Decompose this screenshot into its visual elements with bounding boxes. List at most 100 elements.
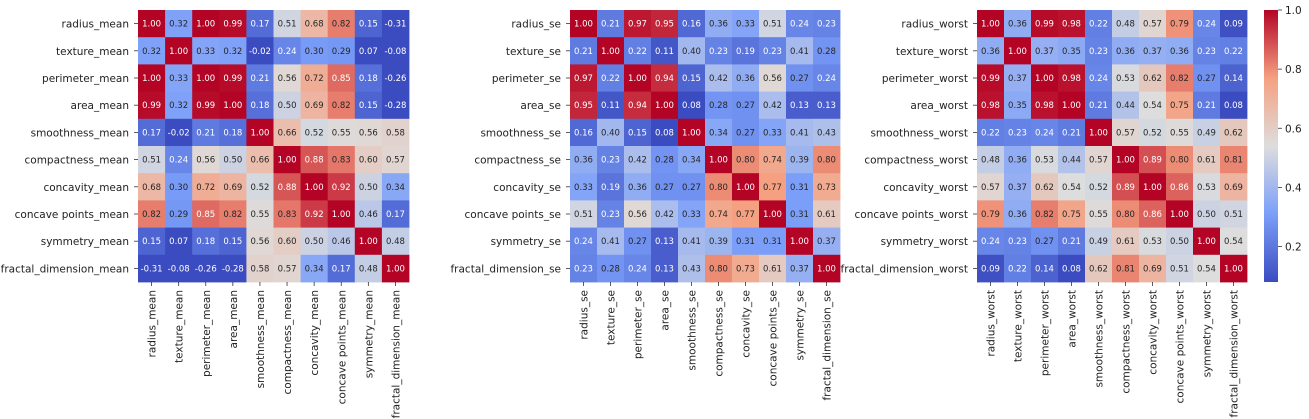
- heatmap-cell: [624, 254, 652, 283]
- column-label: concavity_mean: [309, 290, 321, 376]
- heatmap-cell: [1004, 173, 1032, 201]
- cell-value-label: 0.32: [169, 20, 188, 30]
- column-label: texture_se: [606, 290, 618, 345]
- heatmap-cell: [813, 91, 841, 120]
- cell-value-label: 0.58: [250, 264, 269, 274]
- cell-value-label: 0.37: [790, 264, 809, 274]
- cell-value-label: 0.23: [1008, 237, 1027, 247]
- heatmap-cell: [1004, 200, 1032, 228]
- cell-value-label: 1.00: [142, 20, 161, 30]
- cell-value-label: 0.33: [682, 210, 701, 220]
- cell-value-label: 0.99: [223, 74, 242, 84]
- heatmap-cell: [1166, 10, 1194, 38]
- heatmap-cell: [651, 37, 679, 65]
- cell-value-label: 0.13: [655, 237, 674, 247]
- column-label: symmetry_worst: [1202, 290, 1214, 377]
- heatmap-cell: [246, 91, 274, 120]
- cell-value-label: 0.54: [1062, 183, 1081, 193]
- heatmap-cell: [678, 173, 706, 201]
- heatmap-cell: [786, 254, 814, 283]
- heatmap-cell: [1193, 91, 1221, 120]
- cell-value-label: 0.83: [332, 156, 351, 166]
- cell-value-label: 1.00: [386, 264, 405, 274]
- heatmap-mean: 1.00 0.32 1.00 0.99 0.17 0.51 0.68 0.82 0.15 -0.3…: [1, 10, 410, 418]
- cell-value-label: 0.23: [601, 156, 620, 166]
- cell-value-label: 0.52: [250, 183, 269, 193]
- heatmap-cell: [786, 37, 814, 65]
- heatmap-cell: [138, 200, 166, 228]
- heatmap-cell: [1139, 37, 1167, 65]
- heatmap-cell: [192, 10, 220, 38]
- heatmap-cell: [1085, 173, 1113, 201]
- heatmap-cell: [327, 146, 356, 174]
- colorbar: 0.2 0.4 0.6 0.8 1.0: [1264, 5, 1302, 282]
- heatmap-cell: [705, 254, 733, 283]
- cell-value-label: 0.24: [1197, 20, 1216, 30]
- heatmap-cell: [1085, 91, 1113, 120]
- cell-value-label: 1.00: [169, 47, 188, 57]
- cell-value-label: 0.23: [1089, 47, 1108, 57]
- cell-value-label: -0.28: [384, 101, 406, 111]
- cell-value-label: 0.98: [1062, 20, 1081, 30]
- cell-value-label: 0.51: [278, 20, 297, 30]
- cell-value-label: 0.39: [790, 156, 809, 166]
- heatmap-cell: [1112, 37, 1140, 65]
- heatmap-cell: [1085, 146, 1113, 174]
- cell-value-label: 1.00: [305, 183, 324, 193]
- heatmap-cell: [300, 254, 329, 283]
- cell-value-label: 0.57: [1116, 128, 1135, 138]
- cell-value-label: 0.61: [763, 264, 782, 274]
- heatmap-cell: [1112, 254, 1140, 283]
- cell-value-label: 0.28: [601, 264, 620, 274]
- cell-value-label: 0.31: [790, 210, 809, 220]
- heatmap-cell: [651, 200, 679, 228]
- cell-value-label: 0.13: [790, 101, 809, 111]
- heatmap-cell: [1058, 91, 1086, 120]
- heatmap-cell: [678, 254, 706, 283]
- cell-value-label: 0.24: [1089, 74, 1108, 84]
- cell-value-label: 1.00: [763, 210, 782, 220]
- cell-value-label: 0.22: [628, 47, 647, 57]
- heatmap-cell: [165, 118, 193, 147]
- cell-value-label: 0.13: [655, 264, 674, 274]
- cell-value-label: 0.54: [1224, 237, 1243, 247]
- row-label: area_worst: [910, 100, 968, 112]
- cell-value-label: 0.36: [1116, 47, 1135, 57]
- cell-value-label: 0.22: [1089, 20, 1108, 30]
- heatmap-cell: [651, 227, 679, 256]
- cell-value-label: 0.46: [332, 237, 351, 247]
- heatmap-cell: [1112, 227, 1140, 256]
- heatmap-cell: [1139, 10, 1167, 38]
- cell-value-label: 0.41: [601, 237, 620, 247]
- cell-value-label: 0.57: [278, 264, 297, 274]
- heatmap-cell: [759, 91, 787, 120]
- cell-value-label: 0.31: [736, 237, 755, 247]
- cell-value-label: 0.36: [1008, 156, 1027, 166]
- cell-value-label: 0.56: [250, 237, 269, 247]
- heatmap-cell: [1085, 200, 1113, 228]
- heatmap-cell: [813, 146, 841, 174]
- cell-value-label: 0.11: [655, 47, 674, 57]
- cell-value-label: 0.24: [1035, 128, 1054, 138]
- cell-value-label: 0.21: [250, 74, 269, 84]
- heatmap-cell: [1058, 37, 1086, 65]
- heatmap-cell: [813, 64, 841, 92]
- cell-value-label: 0.08: [1224, 101, 1243, 111]
- cell-value-label: 0.95: [574, 101, 593, 111]
- cell-value-label: 0.08: [1062, 264, 1081, 274]
- heatmap-cell: [651, 118, 679, 147]
- row-label: fractal_dimension_worst: [841, 263, 969, 275]
- cell-value-label: 0.52: [1143, 128, 1162, 138]
- heatmap-cell: [813, 254, 841, 283]
- heatmap-cell: [977, 173, 1005, 201]
- heatmap-cell: [678, 227, 706, 256]
- heatmap-cell: [786, 146, 814, 174]
- cell-value-label: 0.62: [1035, 183, 1054, 193]
- heatmap-cell: [327, 10, 356, 38]
- heatmap-cell: [219, 146, 247, 174]
- row-label: perimeter_mean: [42, 73, 129, 85]
- heatmap-cell: [1004, 254, 1032, 283]
- column-label: concavity_se: [741, 290, 753, 358]
- cell-value-label: 0.98: [1062, 74, 1081, 84]
- heatmap-cell: [300, 91, 329, 120]
